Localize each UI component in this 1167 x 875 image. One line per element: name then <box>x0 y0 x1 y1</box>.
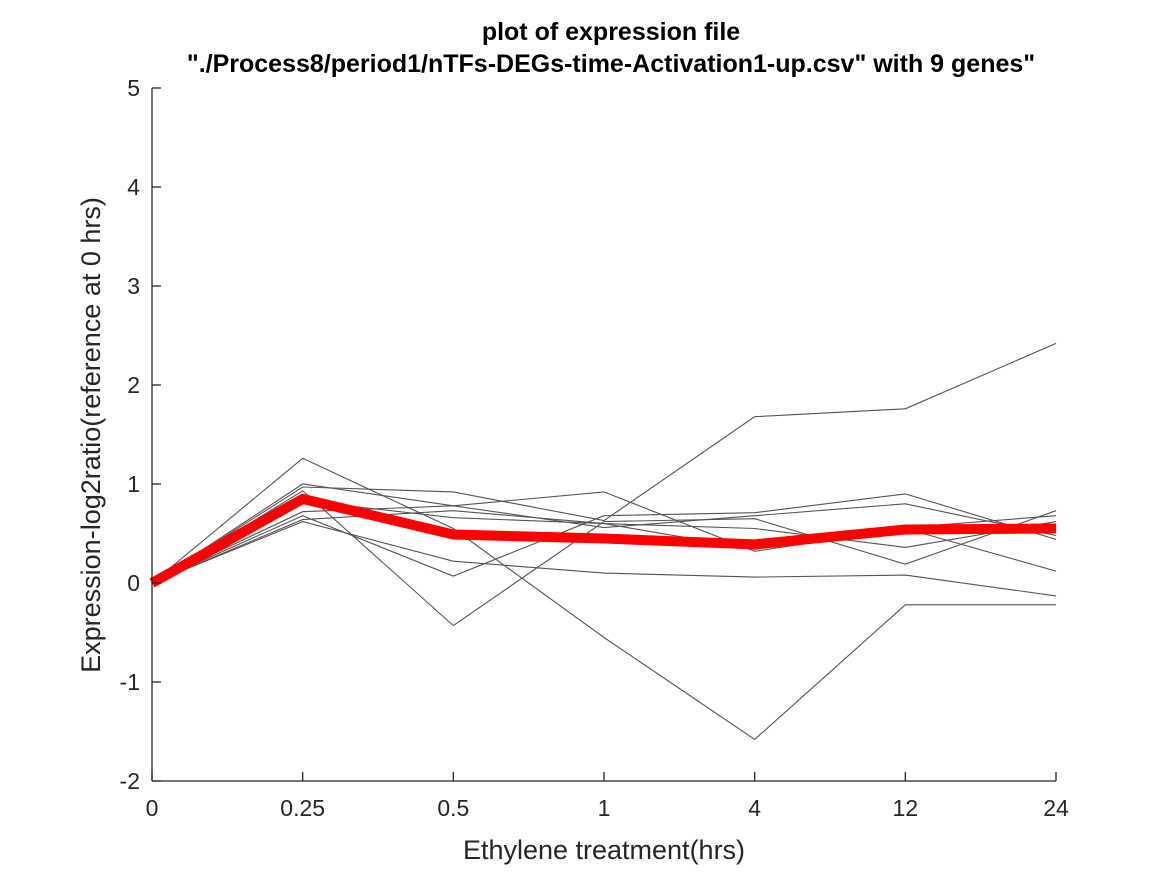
y-tick-label: 1 <box>127 471 140 497</box>
x-tick-label: 24 <box>1043 795 1069 821</box>
gene-series-line-1 <box>151 342 1057 584</box>
x-tick-label: 0.5 <box>437 795 469 821</box>
y-tick-label: 4 <box>127 174 140 200</box>
x-ticks: 0 0.25 0.5 1 4 12 24 <box>146 772 1069 821</box>
y-axis-label: Expression-log2ratio(reference at 0 hrs) <box>76 197 106 673</box>
y-tick-label: -2 <box>120 768 140 794</box>
x-tick-label: 1 <box>598 795 611 821</box>
x-tick-label: 12 <box>893 795 919 821</box>
y-tick-label: 2 <box>127 372 140 398</box>
chart-title-line-1: plot of expression file <box>482 18 740 46</box>
gene-series-line-7 <box>151 503 1057 584</box>
y-tick-label: 5 <box>127 75 140 101</box>
gene-series-group <box>151 342 1057 741</box>
gene-series-line-2 <box>151 457 1056 741</box>
x-axis-label: Ethylene treatment(hrs) <box>463 835 745 865</box>
gene-series-line-5 <box>151 493 1057 584</box>
gene-series-line-6 <box>151 521 1057 597</box>
x-tick-label: 4 <box>748 795 761 821</box>
gene-series-line-3 <box>151 490 1057 627</box>
x-tick-label: 0 <box>146 795 159 821</box>
y-tick-label: 3 <box>127 273 140 299</box>
axes <box>151 88 1056 782</box>
mean-series-line <box>149 493 1057 588</box>
y-tick-label: 0 <box>127 570 140 596</box>
mean-series-group <box>149 493 1057 588</box>
y-ticks: -2 -1 0 1 2 3 4 5 <box>120 75 161 794</box>
chart-title-line-2: "./Process8/period1/nTFs-DEGs-time-Activ… <box>187 50 1035 78</box>
y-tick-label: -1 <box>120 669 140 695</box>
x-tick-label: 0.25 <box>280 795 325 821</box>
